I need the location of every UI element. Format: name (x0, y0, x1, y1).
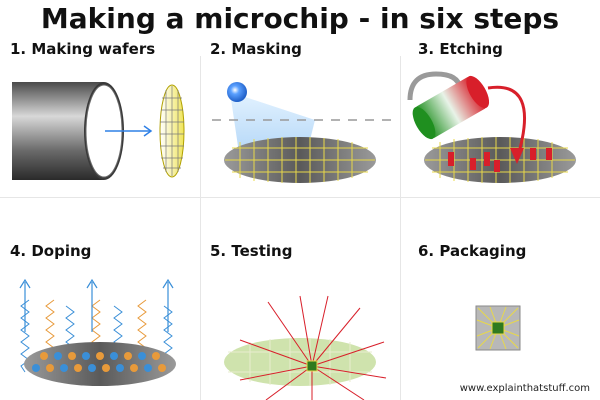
divider-vertical-2 (400, 56, 401, 400)
step-1-illustration (12, 82, 185, 180)
arrow-to-wafer (105, 125, 153, 137)
light-source-icon (227, 82, 247, 102)
test-probes (239, 295, 387, 400)
wafer (424, 137, 576, 183)
step-2-label: 2. Masking (210, 40, 302, 58)
divider-horizontal (0, 197, 600, 198)
step-1-label: 1. Making wafers (10, 40, 156, 58)
silicon-ingot (12, 82, 124, 180)
step-5-illustration (224, 295, 387, 400)
divider-vertical-1 (200, 56, 201, 400)
step-6-illustration (475, 305, 521, 351)
source-credit: www.explainthatstuff.com (459, 383, 590, 394)
chip-under-test (306, 360, 318, 372)
step-4-illustration (19, 278, 176, 386)
wafer-slice (159, 84, 185, 178)
etch-arrow-head (510, 148, 524, 164)
packaged-chip-icon (475, 305, 521, 351)
wafer (224, 137, 376, 183)
wafer (24, 342, 176, 386)
step-2-illustration (212, 82, 392, 183)
upward-arrows (19, 278, 174, 332)
etch-arrow (487, 85, 526, 157)
step-4-label: 4. Doping (10, 242, 92, 260)
acid-can-icon (407, 71, 490, 140)
step-3-label: 3. Etching (418, 40, 503, 58)
step-6-label: 6. Packaging (418, 242, 527, 260)
step-3-illustration (407, 71, 576, 183)
diagram-title: Making a microchip - in six steps (40, 2, 560, 35)
step-5-label: 5. Testing (210, 242, 293, 260)
